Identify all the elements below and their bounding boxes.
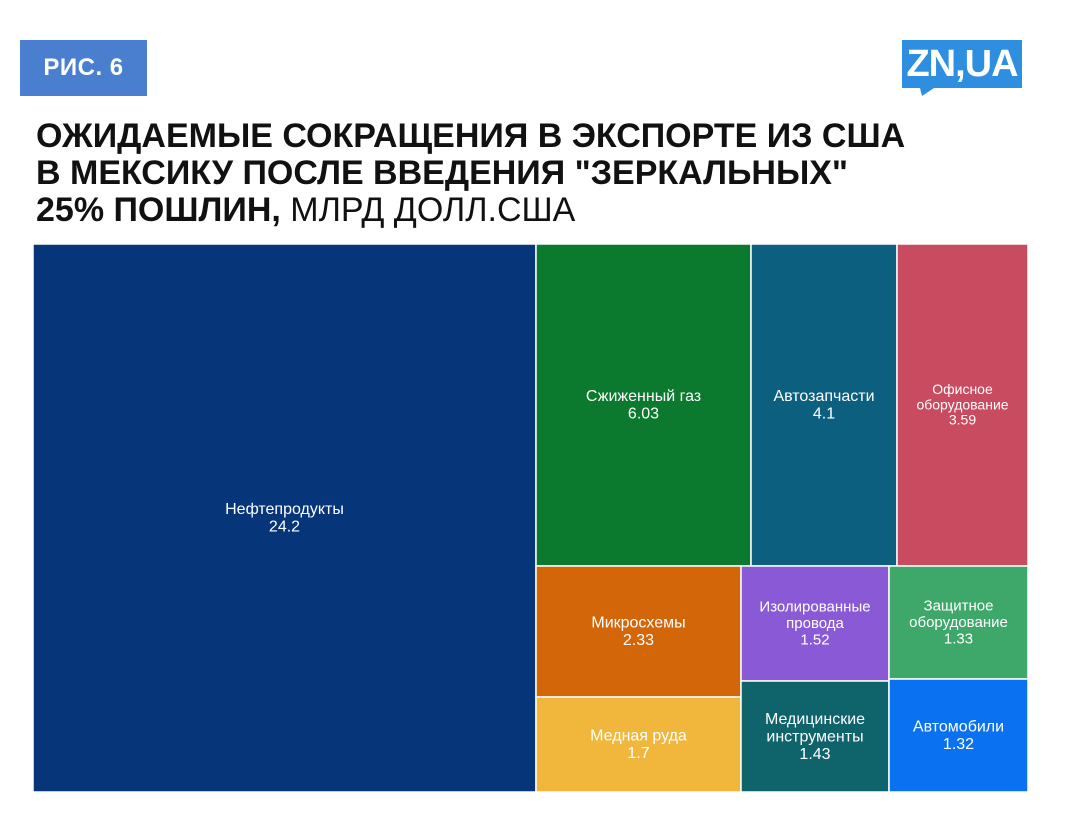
treemap-rect bbox=[33, 244, 537, 792]
treemap-value: 1.32 bbox=[943, 736, 974, 753]
treemap-label: Автомобили bbox=[913, 719, 1004, 736]
treemap-label: Офисное оборудование bbox=[916, 381, 1008, 412]
treemap-rect bbox=[896, 244, 1028, 567]
treemap-label: Сжиженный газ bbox=[586, 388, 701, 405]
treemap-rect bbox=[535, 696, 742, 792]
zn-ua-logo: ZN,UA bbox=[900, 38, 1024, 96]
treemap-value: 2.33 bbox=[623, 632, 654, 649]
treemap-rect bbox=[888, 678, 1028, 792]
treemap-value: 1.43 bbox=[799, 746, 830, 763]
treemap-label: Автозапчасти bbox=[773, 388, 874, 405]
treemap-value: 1.52 bbox=[800, 632, 829, 649]
treemap-rect bbox=[535, 244, 752, 567]
treemap-label: Защитное оборудование bbox=[909, 598, 1008, 632]
chart-title: ОЖИДАЕМЫЕ СОКРАЩЕНИЯ В ЭКСПОРТЕ ИЗ США В… bbox=[36, 118, 1036, 229]
treemap-label: Микросхемы bbox=[591, 615, 685, 632]
treemap-chart: Нефтепродукты 24.2 Сжиженный газ 6.03 Автоза… bbox=[33, 244, 1028, 792]
treemap-rect bbox=[888, 565, 1028, 680]
treemap-value: 1.7 bbox=[627, 745, 649, 762]
treemap-label: Изолированные провода bbox=[759, 599, 870, 633]
title-line-3-bold: 25% ПОШЛИН, bbox=[36, 191, 281, 229]
treemap-rect bbox=[740, 565, 890, 682]
treemap-value: 6.03 bbox=[628, 406, 659, 423]
treemap-label: Медицинские инструменты bbox=[765, 711, 865, 746]
treemap-label: Медная руда bbox=[590, 728, 687, 745]
treemap-value: 1.33 bbox=[944, 631, 973, 648]
treemap-value: 3.59 bbox=[949, 412, 976, 428]
title-line-3: 25% ПОШЛИН, МЛРД ДОЛЛ.США bbox=[36, 192, 1036, 229]
title-line-2: В МЕКСИКУ ПОСЛЕ ВВЕДЕНИЯ "ЗЕРКАЛЬНЫХ" bbox=[36, 154, 849, 192]
logo-graphic: ZN,UA bbox=[902, 40, 1022, 96]
treemap-value: 4.1 bbox=[813, 406, 835, 423]
svg-text:ZN,UA: ZN,UA bbox=[906, 43, 1018, 85]
treemap-label: Нефтепродукты bbox=[225, 501, 344, 518]
figure-badge-label: РИС. 6 bbox=[43, 54, 124, 81]
title-line-1: ОЖИДАЕМЫЕ СОКРАЩЕНИЯ В ЭКСПОРТЕ ИЗ США bbox=[36, 117, 906, 155]
treemap-value: 24.2 bbox=[269, 519, 300, 536]
title-unit: МЛРД ДОЛЛ.США bbox=[280, 191, 576, 229]
figure-badge: РИС. 6 bbox=[20, 40, 147, 96]
